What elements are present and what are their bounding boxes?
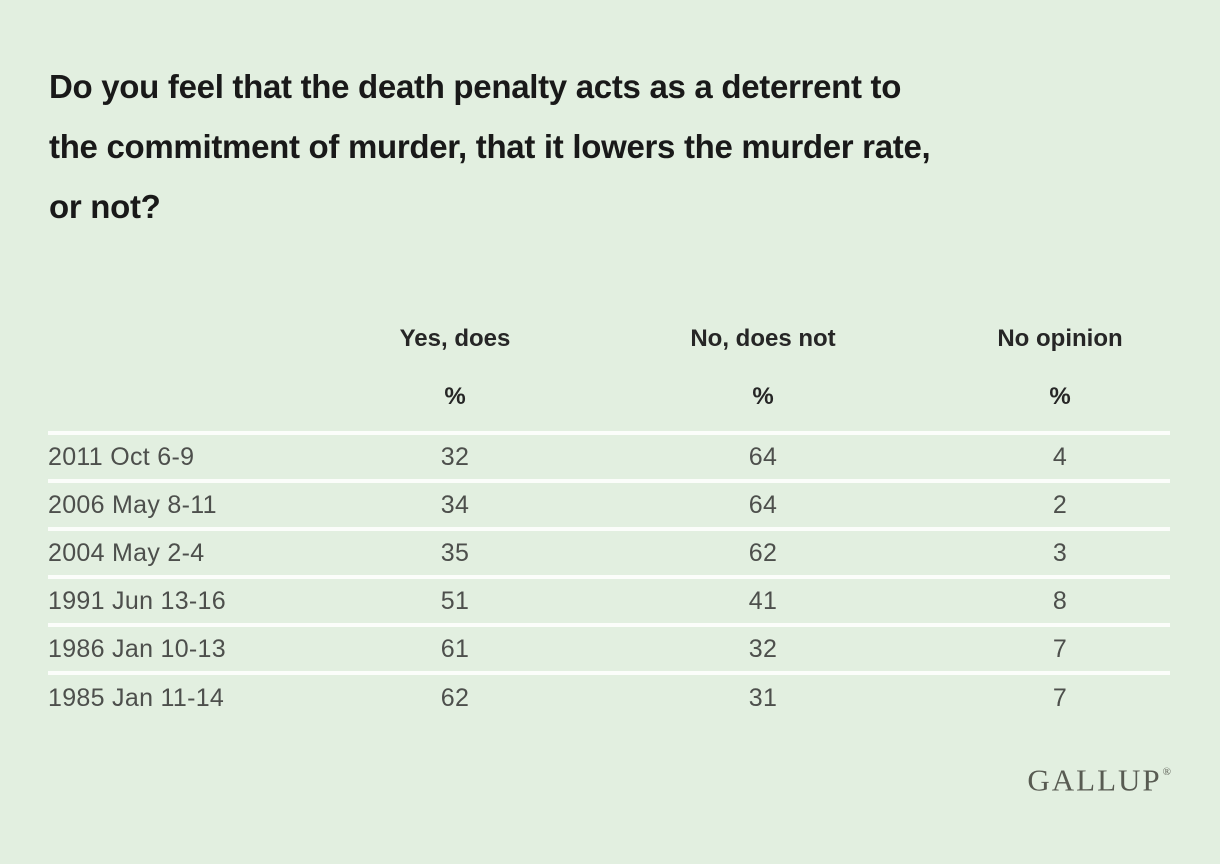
table-row: 1985 Jan 11-14 62 31 7 [48,671,1170,721]
column-header-no-does-not: No, does not [690,325,836,352]
gallup-logo: GALLUP® [48,761,1171,798]
row-date: 2006 May 8-11 [48,479,334,529]
row-value-no-opinion: 8 [950,575,1170,625]
row-value-no-opinion: 4 [950,431,1170,481]
unit-label-percent: % [752,383,774,410]
page-title: Do you feel that the death penalty acts … [49,57,1170,237]
unit-label-percent: % [444,383,466,410]
row-date: 1991 Jun 13-16 [48,575,334,625]
row-value-yes: 35 [334,527,576,577]
row-value-no: 64 [576,431,950,481]
row-value-yes: 51 [334,575,576,625]
title-line-1: Do you feel that the death penalty acts … [49,68,902,105]
title-line-3: or not? [49,188,161,225]
row-value-no: 64 [576,479,950,529]
row-value-no: 62 [576,527,950,577]
column-header-yes-does: Yes, does [399,325,511,352]
row-value-no-opinion: 2 [950,479,1170,529]
poll-results-table: Yes, does No, does not No opinion % % % … [48,315,1170,721]
row-value-yes: 62 [334,671,576,721]
unit-spacer [48,363,334,433]
column-header-date [48,315,334,363]
table-row: 1991 Jun 13-16 51 41 8 [48,575,1170,625]
table-header-row: Yes, does No, does not No opinion [48,315,1170,363]
row-value-yes: 61 [334,623,576,673]
row-date: 2011 Oct 6-9 [48,431,334,481]
table-row: 2004 May 2-4 35 62 3 [48,527,1170,577]
table-row: 1986 Jan 10-13 61 32 7 [48,623,1170,673]
row-date: 2004 May 2-4 [48,527,334,577]
gallup-wordmark: GALLUP [1027,762,1162,798]
table-row: 2006 May 8-11 34 64 2 [48,479,1170,529]
row-value-no-opinion: 7 [950,671,1170,721]
row-value-yes: 32 [334,431,576,481]
row-value-no: 31 [576,671,950,721]
table-unit-row: % % % [48,363,1170,433]
row-value-no-opinion: 3 [950,527,1170,577]
row-date: 1986 Jan 10-13 [48,623,334,673]
registered-trademark-icon: ® [1162,766,1171,778]
row-date: 1985 Jan 11-14 [48,671,334,721]
column-header-no-opinion: No opinion [997,325,1123,352]
row-value-no: 32 [576,623,950,673]
row-value-yes: 34 [334,479,576,529]
table-row: 2011 Oct 6-9 32 64 4 [48,431,1170,481]
row-value-no-opinion: 7 [950,623,1170,673]
unit-label-percent: % [1049,383,1071,410]
row-value-no: 41 [576,575,950,625]
title-line-2: the commitment of murder, that it lowers… [49,128,931,165]
